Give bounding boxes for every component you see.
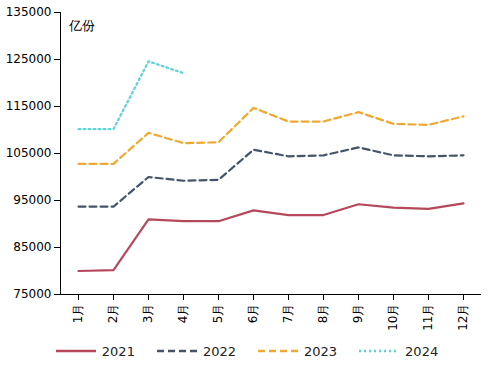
html-text:2021: 2021 xyxy=(101,343,135,359)
svg-text:11月: 11月 xyxy=(421,304,435,331)
html-text:2024: 2024 xyxy=(405,343,439,359)
svg-text:95000: 95000 xyxy=(13,193,51,207)
svg-text:115000: 115000 xyxy=(6,99,52,113)
svg-text:8月: 8月 xyxy=(316,304,330,324)
svg-text:125000: 125000 xyxy=(6,52,52,66)
svg-text:75000: 75000 xyxy=(13,287,51,301)
svg-text:4月: 4月 xyxy=(176,304,190,324)
svg-text:6月: 6月 xyxy=(246,304,260,324)
svg-text:1月: 1月 xyxy=(71,304,85,324)
html-text:2023: 2023 xyxy=(304,343,338,359)
svg-text:135000: 135000 xyxy=(6,5,52,19)
svg-text:7月: 7月 xyxy=(281,304,295,324)
svg-text:5月: 5月 xyxy=(211,304,225,324)
svg-text:亿份: 亿份 xyxy=(68,18,95,33)
svg-text:2月: 2月 xyxy=(106,304,120,324)
html-text:2022: 2022 xyxy=(202,343,236,359)
svg-text:10月: 10月 xyxy=(386,304,400,331)
svg-text:12月: 12月 xyxy=(456,304,470,331)
svg-text:3月: 3月 xyxy=(141,304,155,324)
svg-text:105000: 105000 xyxy=(6,146,52,160)
svg-text:9月: 9月 xyxy=(351,304,365,324)
svg-text:85000: 85000 xyxy=(13,240,51,254)
